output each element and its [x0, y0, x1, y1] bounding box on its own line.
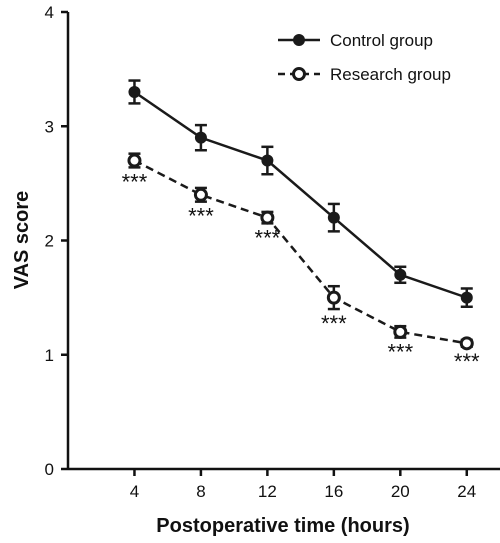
- x-tick-label: 24: [457, 482, 476, 501]
- data-point: [394, 268, 407, 281]
- series-layer: *** *** *** *** *** ***: [122, 79, 480, 374]
- legend-entry-control: Control group: [278, 31, 433, 50]
- legend-label: Control group: [330, 31, 433, 50]
- legend-marker: [292, 67, 306, 81]
- data-point: [393, 324, 408, 339]
- legend-marker: [293, 34, 305, 46]
- legend-label: Research group: [330, 65, 451, 84]
- significance-label: ***: [321, 311, 347, 336]
- y-tick-label: 3: [45, 117, 54, 136]
- legend-entry-research: Research group: [278, 65, 451, 84]
- x-tick-label: 12: [258, 482, 277, 501]
- significance-label: ***: [188, 204, 214, 229]
- series-control: [128, 79, 473, 309]
- data-point: [459, 336, 474, 351]
- series-line: [133, 159, 467, 345]
- data-point: [194, 131, 207, 144]
- x-tick-label: 16: [324, 482, 343, 501]
- data-point: [128, 85, 141, 98]
- x-tick-label: 20: [391, 482, 410, 501]
- data-point: [327, 211, 340, 224]
- data-point: [127, 153, 142, 168]
- x-tick-label: 4: [130, 482, 139, 501]
- significance-label: ***: [387, 340, 413, 365]
- data-point: [193, 187, 208, 202]
- x-tick-label: 8: [196, 482, 205, 501]
- data-point: [261, 154, 274, 167]
- y-axis-title: VAS score: [11, 191, 33, 290]
- data-point: [460, 291, 473, 304]
- data-point: [260, 210, 275, 225]
- series-research: [127, 152, 474, 351]
- x-axis-title: Postoperative time (hours): [156, 515, 409, 537]
- y-tick-label: 1: [45, 346, 54, 365]
- legend: Control group Research group: [278, 31, 451, 84]
- significance-label: ***: [255, 225, 281, 250]
- y-tick-label: 2: [45, 232, 54, 251]
- significance-label: ***: [122, 169, 148, 194]
- data-point: [326, 290, 341, 305]
- y-tick-label: 0: [45, 460, 54, 479]
- significance-label: ***: [454, 349, 480, 374]
- y-tick-label: 4: [45, 3, 54, 22]
- series-line: [133, 90, 468, 299]
